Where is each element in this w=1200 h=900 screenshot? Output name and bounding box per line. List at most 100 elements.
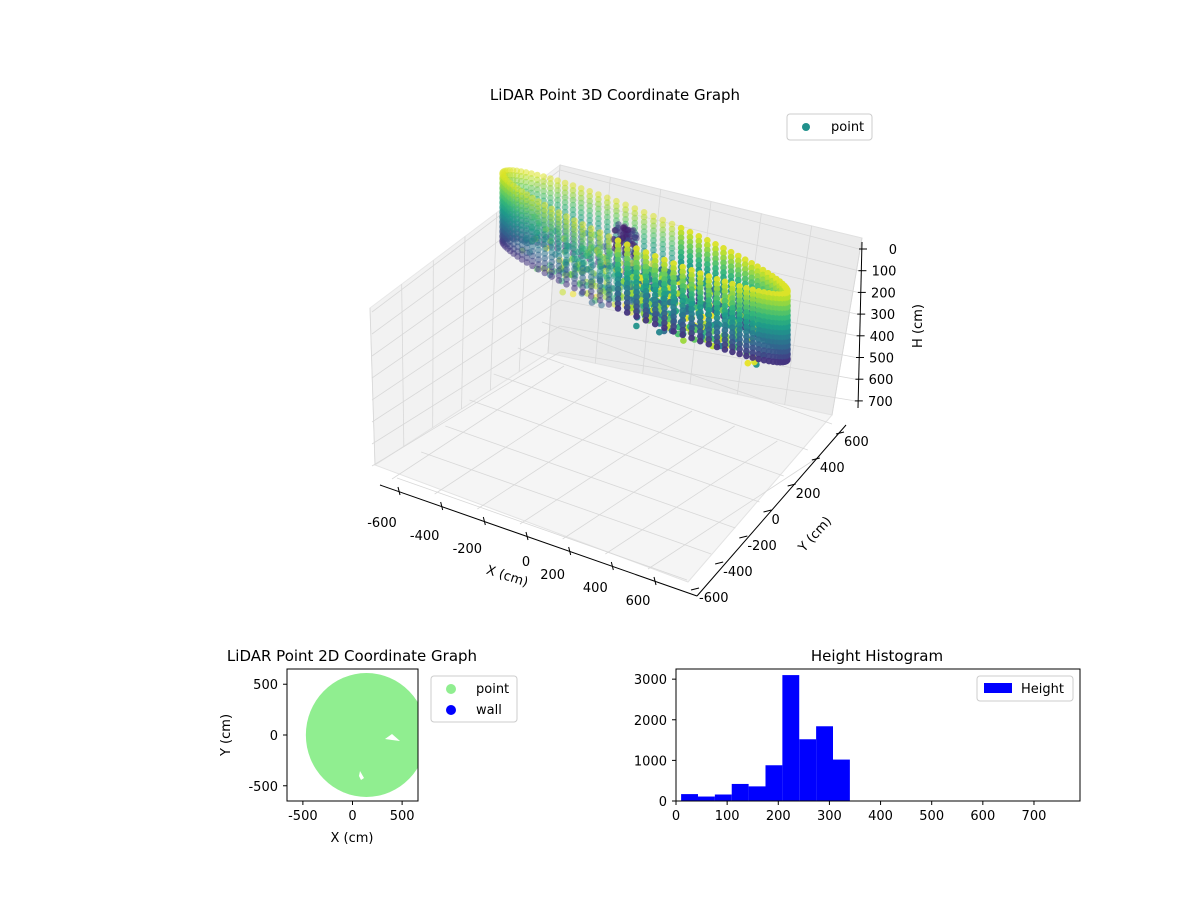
point-marker [529, 262, 536, 270]
point-marker [535, 266, 542, 273]
point-marker [697, 279, 704, 287]
point-marker [677, 239, 685, 246]
point-marker [586, 212, 593, 219]
point-marker [679, 297, 686, 305]
point-marker [650, 246, 657, 254]
point-marker [571, 246, 578, 253]
point-marker [729, 338, 736, 346]
point-marker [523, 235, 531, 242]
point-marker [670, 328, 677, 335]
point-marker [529, 209, 536, 216]
point-marker [642, 273, 650, 281]
point-marker [661, 295, 668, 303]
point-marker [735, 272, 742, 279]
point-marker [661, 324, 668, 332]
point-marker [760, 356, 768, 364]
point-marker [650, 227, 657, 234]
point-marker [642, 249, 650, 256]
chart-3d-grid [369, 164, 863, 581]
point-marker [619, 231, 627, 238]
point-marker [755, 331, 762, 339]
x-tick-label: 200 [766, 809, 791, 824]
point-marker [579, 269, 586, 277]
point-marker [727, 273, 735, 280]
point-marker [721, 297, 729, 305]
point-marker [587, 225, 595, 232]
point-marker [765, 333, 773, 341]
point-marker [727, 248, 735, 256]
z-tick-label: 300 [870, 308, 895, 323]
point-marker [651, 257, 659, 265]
point-marker [535, 222, 542, 229]
point-marker [571, 241, 578, 248]
point-marker [529, 248, 536, 255]
z-axis-line [857, 241, 863, 409]
point-marker [548, 229, 555, 237]
x-tick-label: 500 [390, 809, 415, 824]
point-marker [555, 219, 563, 226]
point-marker [749, 286, 756, 294]
point-marker [586, 202, 593, 210]
point-marker [595, 205, 602, 213]
point-marker [623, 246, 631, 253]
point-marker [721, 317, 729, 324]
x-tick-label: 0 [672, 809, 680, 824]
point-marker [661, 266, 668, 274]
histogram-bar-6 [782, 675, 800, 801]
x-tick-mark [653, 576, 657, 586]
point-marker [569, 187, 577, 194]
point-marker [604, 199, 611, 206]
grid-line [401, 284, 405, 447]
point-marker [713, 329, 721, 336]
point-marker [541, 211, 549, 219]
point-marker [563, 218, 570, 225]
point-marker [595, 215, 602, 222]
point-marker [743, 294, 750, 302]
point-marker [596, 229, 604, 236]
point-marker [571, 265, 578, 273]
point-marker [670, 308, 677, 316]
point-marker [633, 303, 640, 311]
point-marker [650, 232, 657, 239]
point-marker [759, 276, 767, 284]
point-marker [686, 233, 694, 241]
point-marker [650, 217, 657, 225]
point-marker [548, 215, 555, 222]
point-marker [677, 244, 685, 251]
y-tick-label: 1000 [634, 754, 667, 769]
point-marker [518, 217, 526, 224]
point-marker [518, 207, 526, 215]
point-marker [587, 234, 595, 242]
point-marker [571, 231, 578, 239]
point-marker [656, 328, 663, 336]
point-marker [741, 266, 749, 273]
point-marker [631, 210, 639, 217]
chart-2d-x-label: X (cm) [331, 831, 374, 846]
point-marker [518, 246, 526, 253]
point-marker [596, 239, 604, 246]
point-marker [541, 269, 549, 277]
grid-line [391, 365, 565, 480]
point-marker [749, 296, 756, 303]
point-marker [571, 222, 578, 229]
point-marker [760, 337, 768, 345]
point-marker [563, 261, 570, 269]
point-marker [614, 285, 622, 293]
point-marker [579, 255, 586, 262]
point-marker [579, 226, 586, 233]
point-marker [749, 305, 756, 313]
point-marker [651, 286, 659, 294]
point-marker [579, 259, 586, 267]
point-marker [760, 298, 768, 306]
point-marker [705, 311, 713, 319]
point-marker [579, 250, 586, 257]
point-marker [605, 243, 613, 250]
point-marker [659, 250, 667, 258]
point-marker [587, 273, 595, 281]
point-marker [604, 194, 611, 202]
point-marker [633, 245, 640, 252]
point-marker [754, 273, 761, 280]
point-marker [679, 302, 686, 310]
point-marker [688, 310, 695, 318]
point-marker [596, 277, 604, 285]
